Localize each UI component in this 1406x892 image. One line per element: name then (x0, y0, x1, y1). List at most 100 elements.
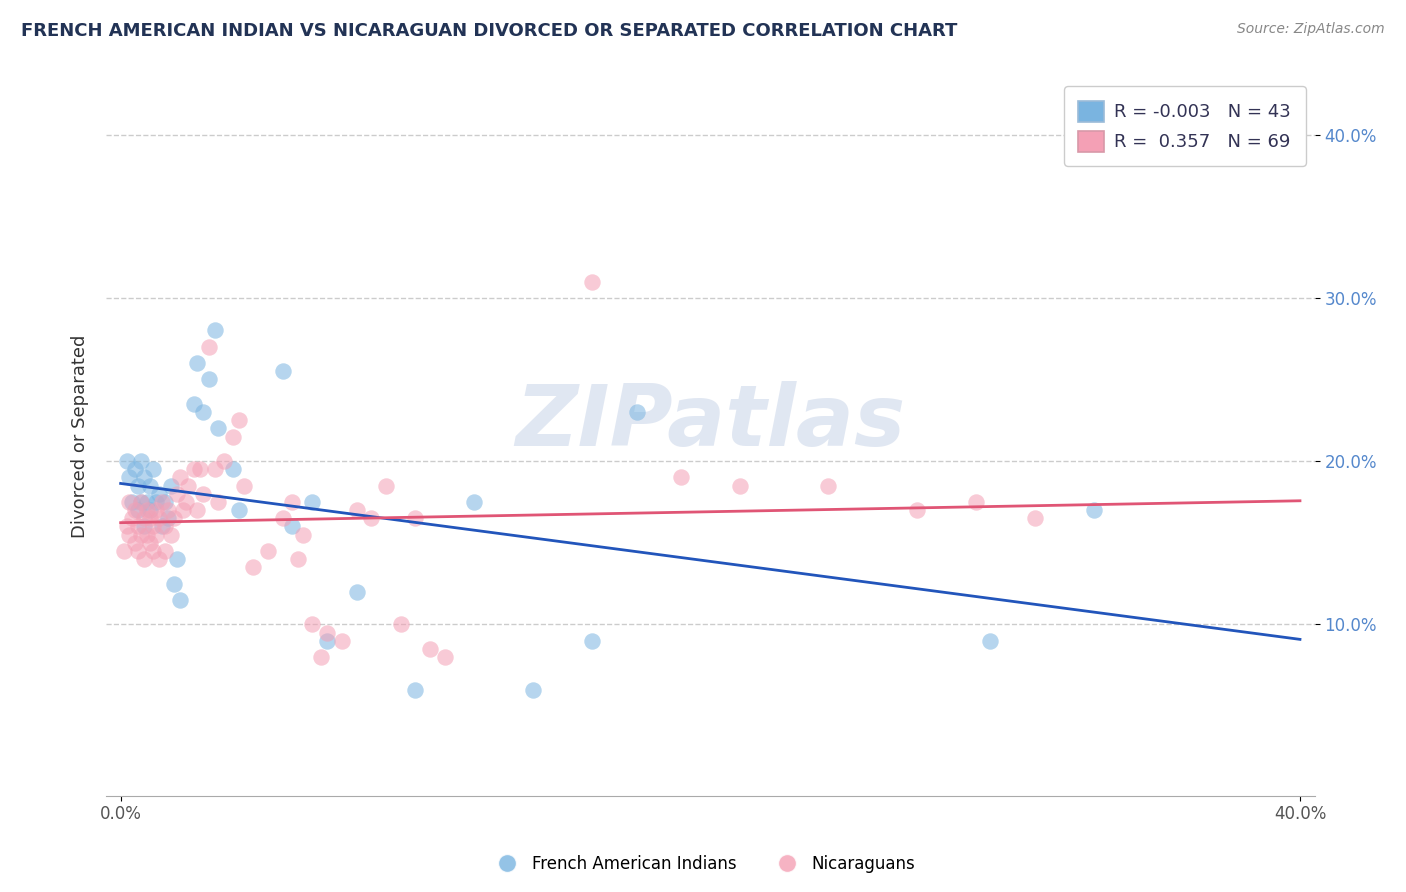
Point (145, 495, 167, 509)
Point (145, 527, 167, 541)
Point (166, 487, 188, 501)
Point (221, 462, 243, 476)
Point (198, 340, 221, 354)
Point (124, 503, 146, 517)
Point (198, 372, 221, 386)
Point (309, 650, 332, 665)
Point (522, 682, 544, 697)
Point (212, 454, 235, 468)
Point (316, 633, 339, 648)
Point (207, 421, 229, 435)
Point (287, 552, 309, 566)
Point (316, 625, 339, 640)
Point (139, 503, 162, 517)
Point (346, 503, 368, 517)
Point (1024, 511, 1046, 525)
Point (177, 478, 200, 492)
Point (207, 495, 229, 509)
Point (139, 478, 162, 492)
Point (193, 487, 215, 501)
Point (118, 495, 141, 509)
Point (280, 519, 302, 533)
Point (375, 478, 398, 492)
Point (134, 519, 156, 533)
Point (134, 511, 156, 525)
Point (142, 544, 165, 558)
Point (183, 462, 205, 476)
Point (965, 495, 987, 509)
Point (228, 503, 250, 517)
Point (134, 470, 156, 484)
Point (280, 495, 302, 509)
Point (242, 560, 264, 574)
Point (346, 584, 368, 599)
Point (204, 462, 226, 476)
Point (669, 470, 692, 484)
Text: FRENCH AMERICAN INDIAN VS NICARAGUAN DIVORCED OR SEPARATED CORRELATION CHART: FRENCH AMERICAN INDIAN VS NICARAGUAN DIV… (21, 22, 957, 40)
Point (193, 405, 215, 419)
Point (159, 527, 181, 541)
Point (129, 495, 152, 509)
Point (405, 511, 427, 525)
Point (129, 527, 152, 541)
Point (124, 462, 146, 476)
Point (183, 397, 205, 411)
Point (301, 617, 323, 632)
Point (136, 503, 159, 517)
Point (159, 478, 181, 492)
Point (148, 552, 170, 566)
Point (257, 544, 280, 558)
Point (139, 535, 162, 549)
Point (163, 576, 186, 591)
Point (169, 592, 191, 607)
Point (817, 478, 839, 492)
Point (626, 405, 648, 419)
Point (581, 633, 603, 648)
Point (228, 413, 250, 427)
Point (330, 633, 353, 648)
Point (169, 470, 191, 484)
Point (142, 462, 165, 476)
Point (156, 511, 179, 525)
Point (221, 429, 243, 443)
Point (186, 503, 208, 517)
Point (115, 454, 138, 468)
Point (150, 495, 173, 509)
Point (145, 503, 167, 517)
Point (148, 511, 170, 525)
Point (136, 527, 159, 541)
Point (127, 519, 149, 533)
Point (271, 364, 294, 378)
Point (148, 487, 170, 501)
Point (129, 454, 152, 468)
Point (905, 503, 928, 517)
Point (134, 552, 156, 566)
Text: ZIPatlas: ZIPatlas (515, 381, 905, 464)
Point (127, 478, 149, 492)
Point (389, 617, 412, 632)
Text: Source: ZipAtlas.com: Source: ZipAtlas.com (1237, 22, 1385, 37)
Point (153, 519, 176, 533)
Point (292, 527, 315, 541)
Point (121, 495, 143, 509)
Point (112, 544, 135, 558)
Point (121, 511, 143, 525)
Point (172, 503, 194, 517)
Point (174, 495, 197, 509)
Point (188, 462, 211, 476)
Point (129, 495, 152, 509)
Point (124, 535, 146, 549)
Point (271, 511, 294, 525)
Legend: R = -0.003   N = 43, R =  0.357   N = 69: R = -0.003 N = 43, R = 0.357 N = 69 (1064, 87, 1306, 166)
Point (166, 552, 188, 566)
Point (118, 470, 141, 484)
Point (360, 511, 382, 525)
Point (186, 356, 208, 370)
Point (153, 544, 176, 558)
Legend: French American Indians, Nicaraguans: French American Indians, Nicaraguans (484, 848, 922, 880)
Point (204, 323, 226, 337)
Point (153, 495, 176, 509)
Point (127, 544, 149, 558)
Point (136, 495, 159, 509)
Point (150, 519, 173, 533)
